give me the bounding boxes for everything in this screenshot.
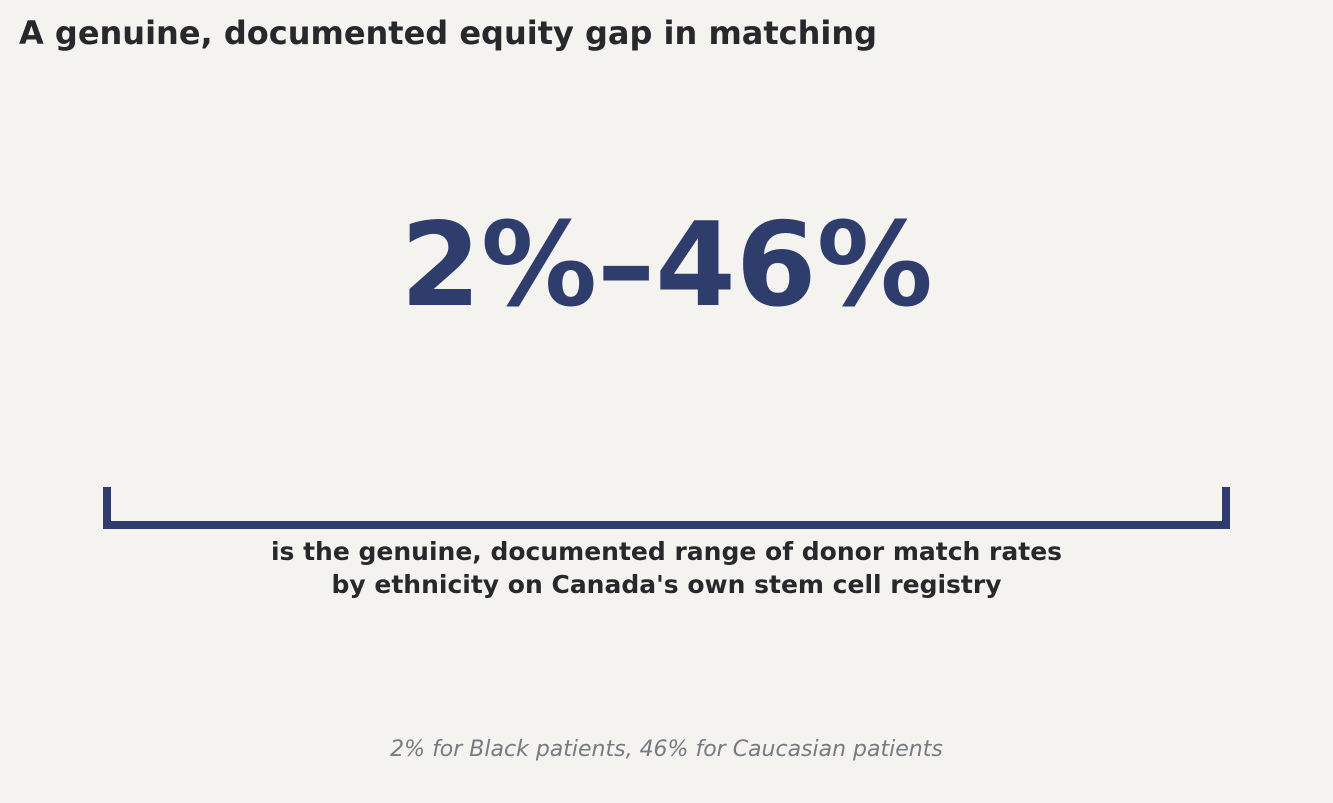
title: A genuine, documented equity gap in matc…	[19, 14, 878, 52]
description-line: by ethnicity on Canada's own stem cell r…	[331, 570, 1002, 599]
bracket-line	[103, 487, 1230, 529]
description-line: is the genuine, documented range of dono…	[270, 537, 1063, 566]
stat-value: 2%–46%	[400, 198, 933, 333]
stat-description: is the genuine, documented range of dono…	[0, 535, 1333, 601]
footnote: 2% for Black patients, 46% for Caucasian…	[390, 737, 943, 762]
